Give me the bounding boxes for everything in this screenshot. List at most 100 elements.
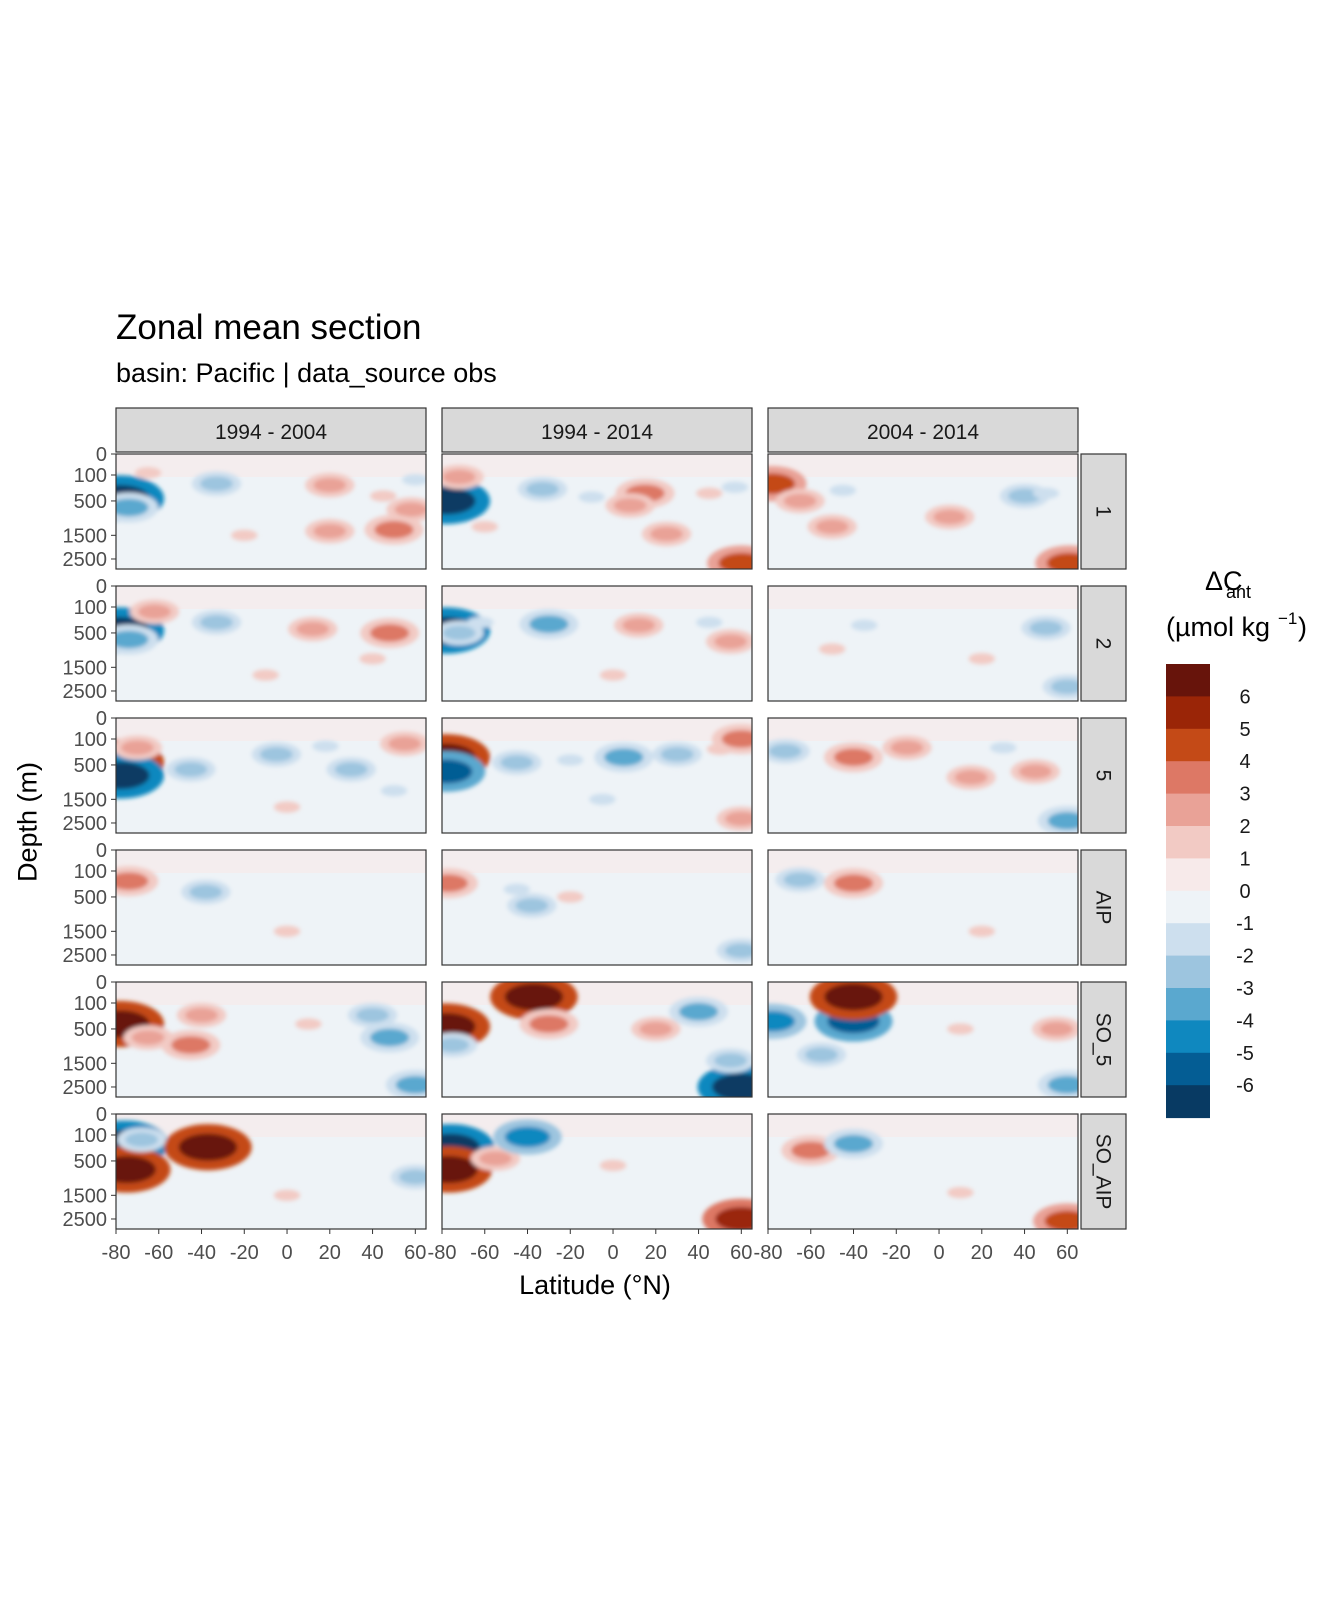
contour-feature xyxy=(394,502,426,517)
x-tick-label: 0 xyxy=(607,1242,618,1264)
contour-feature xyxy=(116,1155,156,1184)
contour-feature xyxy=(1047,812,1078,830)
contour-feature xyxy=(296,621,330,637)
contour-feature xyxy=(833,748,874,767)
panel-border xyxy=(767,585,1079,702)
facet-strip-row xyxy=(1080,849,1127,966)
facet-strip-row-label: AIP xyxy=(1092,891,1115,925)
contour-feature xyxy=(639,1021,673,1037)
panel-band xyxy=(768,454,1078,477)
contour-feature xyxy=(715,1206,752,1229)
contour-feature xyxy=(696,487,723,499)
x-tick-label: -40 xyxy=(839,1242,868,1264)
contour-feature xyxy=(503,883,531,895)
contour-feature xyxy=(724,811,752,826)
contour-feature xyxy=(252,669,279,681)
contour-feature xyxy=(370,490,397,502)
contour-feature xyxy=(1032,487,1060,499)
panel-band xyxy=(116,454,426,477)
contour-feature xyxy=(805,1047,838,1062)
contour-feature xyxy=(968,925,995,937)
contour-feature xyxy=(718,552,752,569)
contour-feature xyxy=(374,520,414,539)
y-tick-label: 2500 xyxy=(63,549,108,571)
x-tick-label: -40 xyxy=(513,1242,542,1264)
contour-feature xyxy=(515,898,549,913)
y-tick-label: 100 xyxy=(74,993,107,1015)
facet-strip-col xyxy=(441,407,753,453)
facet-panel xyxy=(442,454,752,569)
facet-strip-row-label: 1 xyxy=(1092,506,1115,518)
panel-border xyxy=(441,1113,753,1230)
y-tick-label: 500 xyxy=(74,1019,107,1041)
facet-panel xyxy=(116,718,426,833)
x-tick-label: -20 xyxy=(556,1242,585,1264)
contour-feature xyxy=(442,759,473,784)
legend-swatch xyxy=(1166,728,1210,762)
contour-feature xyxy=(768,743,802,759)
legend-label: 2 xyxy=(1239,816,1250,838)
legend-label: 4 xyxy=(1239,751,1250,773)
panel-border xyxy=(767,849,1079,966)
panel-border xyxy=(441,453,753,570)
panel-border xyxy=(115,585,427,702)
panel-border xyxy=(115,717,427,834)
contour-feature xyxy=(833,1134,874,1153)
contour-feature xyxy=(768,473,796,495)
contour-feature xyxy=(947,1023,974,1035)
contour-feature xyxy=(259,747,293,762)
x-tick-label: -80 xyxy=(102,1242,131,1264)
contour-feature xyxy=(273,801,301,813)
legend-label: -2 xyxy=(1236,946,1254,968)
legend-label: 6 xyxy=(1239,686,1250,708)
contour-feature xyxy=(370,1028,410,1047)
contour-feature xyxy=(1008,488,1041,504)
facet-panel xyxy=(768,850,1078,965)
contour-feature xyxy=(604,748,644,767)
facet-panel xyxy=(116,850,426,965)
y-tick-label: 1500 xyxy=(63,1053,108,1075)
contour-feature xyxy=(200,615,233,630)
facet-strip-row xyxy=(1080,981,1127,1098)
contour-feature xyxy=(933,509,967,525)
contour-feature xyxy=(599,1159,627,1172)
x-axis-label: Latitude (°N) xyxy=(519,1270,671,1300)
facet-panel xyxy=(768,718,1078,833)
contour-feature xyxy=(613,498,647,513)
facet-panel xyxy=(442,1114,752,1229)
facet-strip-row xyxy=(1080,585,1127,702)
legend-label: -6 xyxy=(1236,1075,1254,1097)
panel-border xyxy=(767,453,1079,570)
legend-swatch xyxy=(1166,664,1210,697)
contour-feature xyxy=(442,1155,478,1184)
contour-feature xyxy=(479,1151,512,1166)
contour-feature xyxy=(116,872,149,890)
contour-feature xyxy=(1044,1210,1078,1229)
legend-units-sup: −1 xyxy=(1278,609,1297,628)
facet-panel xyxy=(442,718,752,833)
contour-feature xyxy=(947,1186,974,1199)
contour-feature xyxy=(890,740,924,755)
x-tick-label: -80 xyxy=(754,1242,783,1264)
facet-strip-col-label: 1994 - 2014 xyxy=(541,421,653,444)
y-tick-label: 500 xyxy=(74,491,107,513)
panel-band xyxy=(442,586,752,609)
contour-feature xyxy=(334,762,368,777)
x-tick-label: -20 xyxy=(230,1242,259,1264)
y-tick-label: 1500 xyxy=(63,525,108,547)
legend-swatch xyxy=(1166,890,1210,924)
x-tick-label: -60 xyxy=(470,1242,499,1264)
panel-border xyxy=(767,717,1079,834)
facet-panel xyxy=(768,1114,1078,1229)
contour-feature xyxy=(783,872,817,887)
panel-band xyxy=(768,1114,1078,1137)
legend-swatch xyxy=(1166,923,1210,957)
panel-border xyxy=(441,717,753,834)
y-tick-label: 0 xyxy=(96,840,107,862)
y-tick-label: 2500 xyxy=(63,1209,108,1231)
contour-feature xyxy=(529,1015,569,1033)
facet-strip-col xyxy=(767,407,1079,453)
panel-band xyxy=(768,586,1078,609)
contour-feature xyxy=(557,891,584,903)
contour-feature xyxy=(312,740,339,752)
